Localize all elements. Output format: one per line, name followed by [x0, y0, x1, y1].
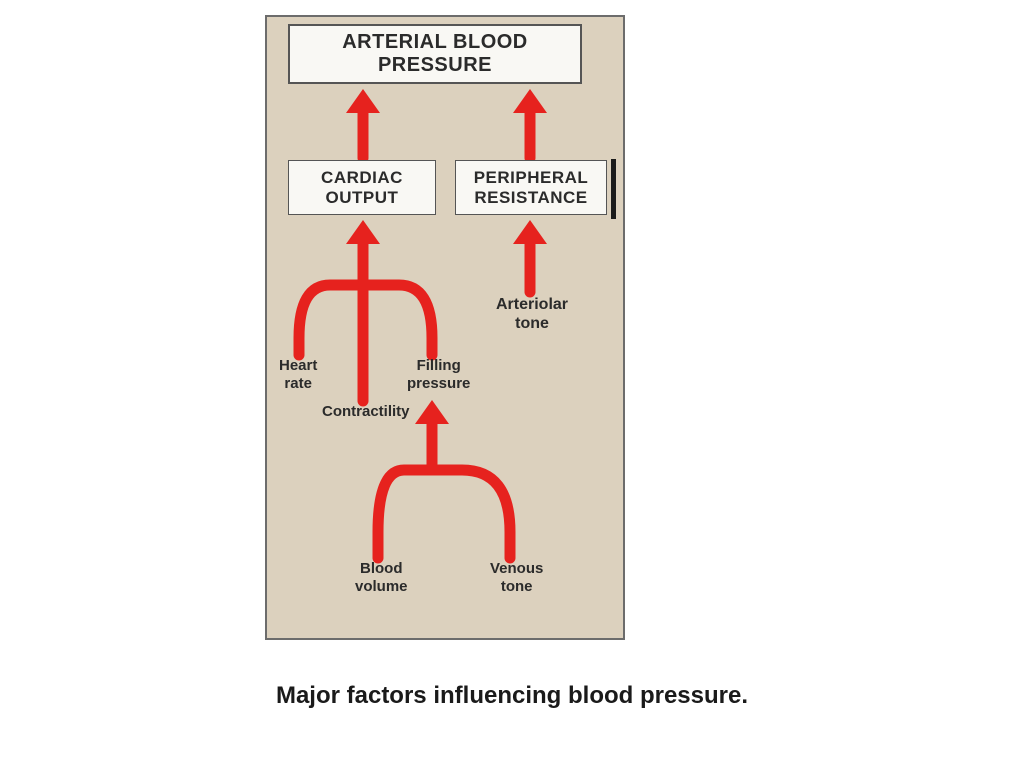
- box-arterial-blood-pressure: ARTERIAL BLOOD PRESSURE: [288, 24, 582, 84]
- diagram-stage: ARTERIAL BLOOD PRESSURE CARDIAC OUTPUT P…: [0, 0, 1024, 768]
- diagram-panel: [265, 15, 625, 640]
- label-arteriolar-tone: Arteriolar tone: [496, 295, 568, 333]
- box-label: CARDIAC OUTPUT: [321, 168, 403, 207]
- box-label: PERIPHERAL RESISTANCE: [474, 168, 589, 207]
- figure-caption: Major factors influencing blood pressure…: [0, 682, 1024, 710]
- label-venous-tone: Venous tone: [490, 560, 543, 596]
- box-peripheral-resistance: PERIPHERAL RESISTANCE: [455, 160, 607, 215]
- box-label: ARTERIAL BLOOD PRESSURE: [342, 31, 528, 77]
- label-blood-volume: Blood volume: [355, 560, 408, 596]
- box-cardiac-output: CARDIAC OUTPUT: [288, 160, 436, 215]
- label-contractility: Contractility: [322, 403, 410, 421]
- label-heart-rate: Heart rate: [279, 357, 317, 393]
- label-filling-pressure: Filling pressure: [407, 357, 470, 393]
- accent-bar: [611, 159, 616, 219]
